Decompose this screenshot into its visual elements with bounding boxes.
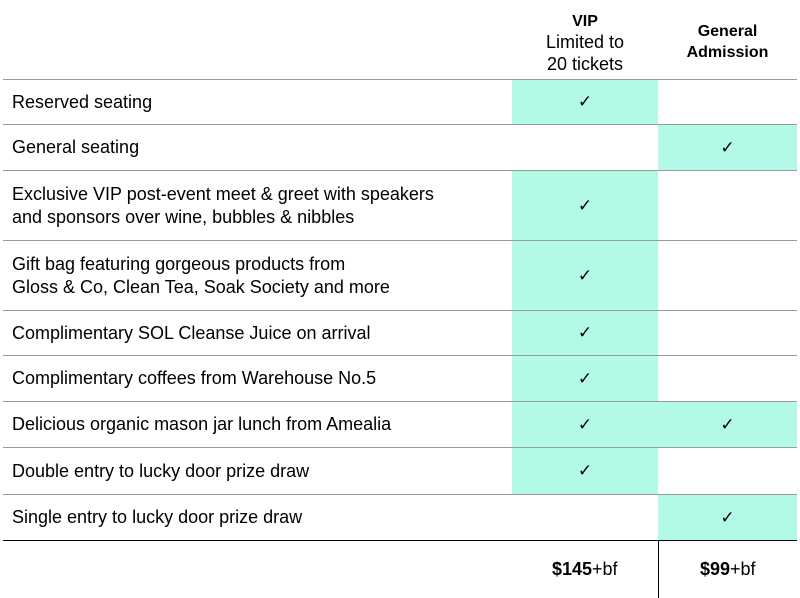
general-column-header: General Admission: [658, 0, 797, 80]
check-icon: ✓: [578, 415, 592, 434]
table-row: General seating ✓: [3, 125, 797, 171]
price-label-blank: [3, 541, 512, 598]
general-cell: ✓: [658, 495, 797, 541]
feature-cell: Gift bag featuring gorgeous products fro…: [3, 241, 512, 311]
check-icon: ✓: [720, 508, 734, 527]
vip-cell: ✓: [512, 356, 658, 402]
table-row: Complimentary coffees from Warehouse No.…: [3, 356, 797, 402]
general-price: $99+bf: [658, 541, 797, 598]
table-row: Double entry to lucky door prize draw ✓: [3, 448, 797, 495]
check-icon: ✓: [578, 92, 592, 111]
general-title-line2: Admission: [687, 44, 769, 61]
vip-price-suffix: +bf: [592, 559, 618, 579]
vip-cell: ✓: [512, 448, 658, 495]
feature-cell: Double entry to lucky door prize draw: [3, 448, 512, 495]
check-icon: ✓: [578, 323, 592, 342]
general-cell: ✓: [658, 125, 797, 171]
vip-column-header: VIP Limited to 20 tickets: [512, 0, 658, 80]
vip-cell: ✓: [512, 311, 658, 356]
check-icon: ✓: [578, 461, 592, 480]
feature-cell: Complimentary SOL Cleanse Juice on arriv…: [3, 311, 512, 356]
table-row: Delicious organic mason jar lunch from A…: [3, 402, 797, 448]
vip-price: $145+bf: [512, 541, 658, 598]
general-cell: [658, 356, 797, 402]
vip-title: VIP: [512, 13, 658, 31]
price-row: $145+bf $99+bf: [3, 541, 797, 598]
vip-cell: ✓: [512, 241, 658, 311]
vip-cell: [512, 125, 658, 171]
check-icon: ✓: [578, 369, 592, 388]
table-row: Exclusive VIP post-event meet & greet wi…: [3, 171, 797, 241]
general-cell: [658, 448, 797, 495]
comparison-table: VIP Limited to 20 tickets General Admiss…: [3, 0, 797, 598]
vip-subtitle-line2: 20 tickets: [512, 53, 658, 75]
vip-cell: ✓: [512, 80, 658, 125]
vip-cell: ✓: [512, 171, 658, 241]
general-price-suffix: +bf: [730, 559, 756, 579]
general-price-amount: $99: [700, 559, 730, 579]
general-cell: ✓: [658, 402, 797, 448]
vip-cell: [512, 495, 658, 541]
table-row: Reserved seating ✓: [3, 80, 797, 125]
check-icon: ✓: [720, 138, 734, 157]
feature-cell: Delicious organic mason jar lunch from A…: [3, 402, 512, 448]
feature-cell: Single entry to lucky door prize draw: [3, 495, 512, 541]
general-cell: [658, 171, 797, 241]
feature-cell: Exclusive VIP post-event meet & greet wi…: [3, 171, 512, 241]
table-row: Gift bag featuring gorgeous products fro…: [3, 241, 797, 311]
table-row: Single entry to lucky door prize draw ✓: [3, 495, 797, 541]
feature-cell: Reserved seating: [3, 80, 512, 125]
vip-subtitle-line1: Limited to: [512, 31, 658, 53]
check-icon: ✓: [578, 196, 592, 215]
table-row: Complimentary SOL Cleanse Juice on arriv…: [3, 311, 797, 356]
general-cell: [658, 311, 797, 356]
vip-price-amount: $145: [552, 559, 592, 579]
vip-cell: ✓: [512, 402, 658, 448]
feature-cell: Complimentary coffees from Warehouse No.…: [3, 356, 512, 402]
general-cell: [658, 80, 797, 125]
feature-cell: General seating: [3, 125, 512, 171]
general-title-line1: General: [698, 23, 758, 40]
general-cell: [658, 241, 797, 311]
feature-header-blank: [3, 0, 512, 80]
check-icon: ✓: [578, 266, 592, 285]
header-row: VIP Limited to 20 tickets General Admiss…: [3, 0, 797, 80]
check-icon: ✓: [720, 415, 734, 434]
